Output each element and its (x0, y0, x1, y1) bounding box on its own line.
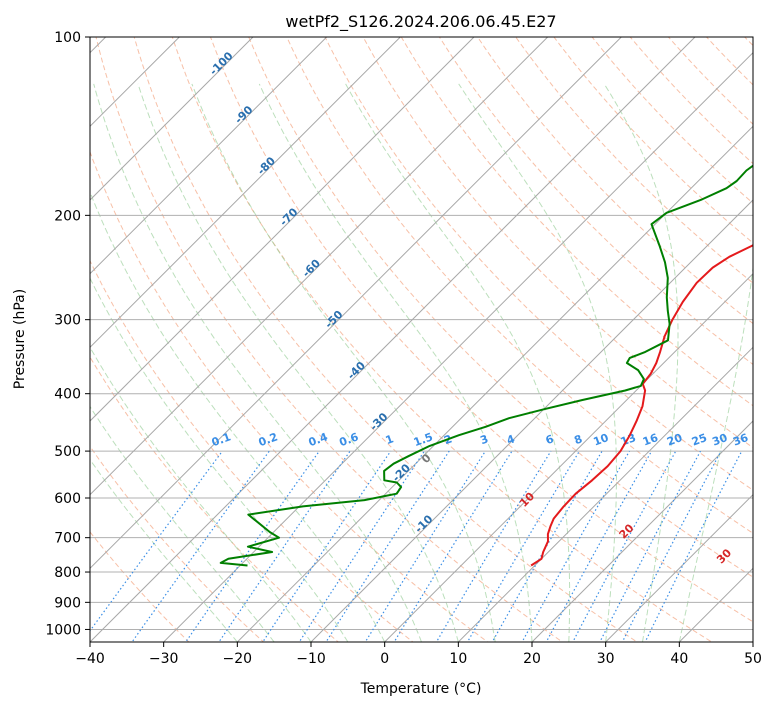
dry-adiabat (210, 37, 753, 623)
isotherm (90, 37, 401, 349)
x-tick-label: 10 (449, 651, 467, 667)
x-tick-label: 30 (597, 651, 615, 667)
dry-adiabat (133, 37, 639, 642)
mixing-ratio-line (435, 450, 552, 642)
y-axis: 100 200 300 400 500 600 700 800 900 1000 (45, 30, 90, 638)
y-axis-label: Pressure (hPa) (12, 289, 28, 389)
y-tick-label: 500 (54, 444, 81, 460)
mixing-ratio-label: 25 (690, 431, 709, 448)
isotherm (90, 37, 622, 570)
moist-adiabat (603, 83, 679, 642)
moist-adiabat (137, 83, 459, 642)
y-tick-label: 300 (54, 313, 81, 329)
y-tick-label: 1000 (45, 622, 81, 638)
mixing-ratio-line (325, 450, 450, 642)
moist-adiabat (93, 83, 422, 642)
mixing-ratio-label: 30 (710, 431, 729, 449)
mixing-ratio-label: 0.6 (338, 430, 361, 449)
y-tick-label: 400 (54, 387, 81, 403)
isotherm (90, 37, 549, 496)
isotherm (604, 493, 753, 642)
dry-adiabat (400, 37, 753, 407)
moist-adiabat (258, 83, 533, 642)
x-tick-label: −30 (149, 651, 179, 667)
moist-adiabat (90, 346, 312, 642)
dry-adiabat (248, 37, 753, 578)
x-tick-label: 40 (670, 651, 688, 667)
mixing-ratio-label: 4 (505, 432, 517, 447)
mixing-ratio-label: 6 (544, 432, 556, 447)
y-tick-label: 900 (54, 595, 81, 611)
x-tick-label: −10 (296, 651, 326, 667)
y-tick-label: 100 (54, 30, 81, 46)
isotherm (90, 37, 696, 642)
moist-adiabat (458, 83, 617, 642)
mixing-ratio-label: 8 (572, 432, 584, 447)
dry-adiabat (95, 37, 564, 642)
isotherm (90, 37, 328, 275)
mixing-ratio-label: 1 (384, 432, 396, 447)
mixing-ratio-label: 10 (592, 431, 611, 449)
y-tick-label: 700 (54, 531, 81, 547)
dry-adiabat (591, 37, 753, 204)
x-axis-label: Temperature (°C) (360, 681, 482, 697)
isotherm (90, 37, 475, 422)
mixing-ratio-line (218, 450, 351, 642)
isotherm (531, 420, 753, 642)
dry-adiabat (171, 37, 713, 642)
background-lines (90, 37, 753, 642)
dry-adiabat (90, 531, 190, 642)
mixing-ratio-label: 36 (731, 431, 750, 449)
isotherm (90, 37, 254, 201)
chart-title: wetPf2_S126.2024.206.06.45.E27 (285, 12, 556, 32)
y-tick-label: 200 (54, 208, 81, 224)
mixing-ratio-line (262, 450, 392, 642)
x-tick-label: 50 (744, 651, 762, 667)
mixing-ratio-label: 16 (641, 431, 660, 449)
moist-adiabat (345, 83, 571, 642)
x-tick-label: 20 (523, 651, 541, 667)
dry-adiabat (90, 445, 265, 642)
dry-adiabat (515, 37, 753, 284)
mixing-ratio-line (298, 450, 425, 642)
mixing-ratio-label: 0.4 (307, 430, 330, 449)
mixing-ratio-line (545, 450, 653, 642)
dry-adiabat (362, 37, 753, 449)
dewpoint-profile-line (219, 164, 753, 567)
mixing-ratio-label: 20 (665, 431, 684, 449)
y-tick-label: 800 (54, 565, 81, 581)
mixing-ratio-label: 1.5 (412, 430, 435, 449)
moist-adiabat (191, 83, 496, 642)
x-axis: −40 −30 −20 −10 0 10 20 30 40 50 (75, 642, 762, 667)
y-tick-label: 600 (54, 491, 81, 507)
x-tick-label: −40 (75, 651, 105, 667)
dry-adiabat (324, 37, 753, 491)
moist-adiabat (678, 83, 753, 642)
moist-adiabat (90, 277, 349, 642)
isotherm (457, 346, 753, 642)
isotherm (310, 199, 753, 642)
dry-adiabat (286, 37, 753, 534)
dry-adiabat (90, 259, 414, 642)
mixing-ratio-label: 3 (478, 432, 490, 447)
dry-adiabat (438, 37, 753, 366)
isotherm (236, 125, 753, 642)
plot-frame (89, 36, 754, 643)
mixing-ratio-line (131, 450, 270, 642)
mixing-ratio-line (644, 450, 743, 642)
mixing-ratio-line (466, 450, 580, 642)
isotherm (162, 51, 753, 642)
mixing-ratio-label: 0.2 (257, 430, 280, 449)
x-tick-label: −20 (223, 651, 253, 667)
x-tick-label: 0 (380, 651, 389, 667)
dry-adiabat (90, 356, 340, 642)
isotherm (383, 272, 753, 642)
series-layer (219, 164, 753, 567)
mixing-ratio-label: 0.1 (210, 430, 233, 449)
mixing-ratio-line (185, 450, 320, 642)
